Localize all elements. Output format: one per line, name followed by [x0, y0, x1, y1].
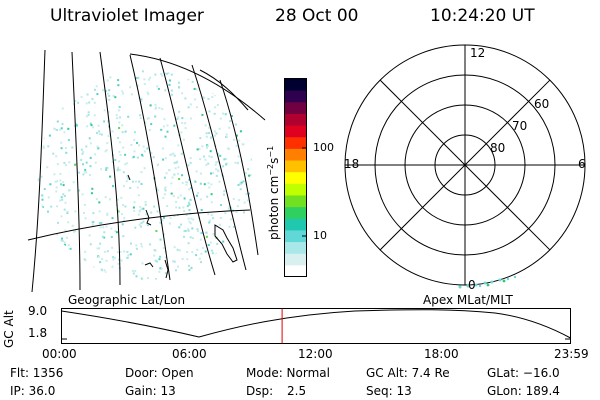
mlt-label-0: 0	[468, 278, 476, 292]
altitude-xtick-2: 12:00	[298, 347, 333, 361]
colorbar-unit-label: photon cm−2s−1	[266, 145, 281, 240]
geographic-caption: Geographic Lat/Lon	[68, 293, 186, 307]
altitude-curve	[61, 309, 571, 339]
mlt-label-18: 18	[344, 157, 360, 171]
gain-value: Gain: 13	[125, 384, 176, 398]
flight-number: Flt: 1356	[10, 366, 64, 380]
apex-caption: Apex MLat/MLT	[423, 293, 513, 307]
altitude-xtick-4: 23:59	[554, 347, 589, 361]
mode-status: Mode: Normal	[246, 366, 330, 380]
geographic-longitude: GLon: 189.4	[487, 384, 560, 398]
color-bar	[284, 78, 307, 277]
time-label: 10:24:20 UT	[430, 6, 535, 26]
door-status: Door: Open	[125, 366, 194, 380]
app-title: Ultraviolet Imager	[50, 6, 204, 26]
altitude-ylabel: GC Alt	[2, 310, 16, 348]
sequence-number: Seq: 13	[366, 384, 412, 398]
date-label: 28 Oct 00	[275, 6, 359, 26]
ip-value: IP: 36.0	[10, 384, 56, 398]
geographic-grid	[27, 49, 266, 293]
altitude-ytick-9: 9.0	[28, 304, 48, 318]
altitude-ytick-1-8: 1.8	[28, 326, 48, 340]
coastline	[127, 174, 238, 279]
altitude-xtick-1: 06:00	[172, 347, 207, 361]
geographic-image-panel	[27, 49, 266, 293]
mlat-label-80: 80	[490, 141, 506, 155]
mlat-label-60: 60	[534, 97, 550, 111]
colorbar-tick-100: 100	[313, 141, 334, 154]
dsp-label: Dsp:	[246, 384, 274, 398]
altitude-strip-plot	[61, 308, 571, 344]
mlat-label-70: 70	[512, 119, 528, 133]
colorbar-tick-10: 10	[313, 229, 327, 242]
dsp-value: 2.5	[287, 384, 307, 398]
polar-mlt-plot	[344, 44, 586, 289]
gc-altitude: GC Alt: 7.4 Re	[366, 366, 450, 380]
altitude-xtick-0: 00:00	[42, 347, 77, 361]
geographic-latitude: GLat: −16.0	[487, 366, 560, 380]
altitude-xtick-3: 18:00	[424, 347, 459, 361]
mlt-label-6: 6	[578, 157, 586, 171]
mlt-label-12: 12	[470, 46, 486, 60]
aurora-emission-band	[458, 275, 517, 289]
